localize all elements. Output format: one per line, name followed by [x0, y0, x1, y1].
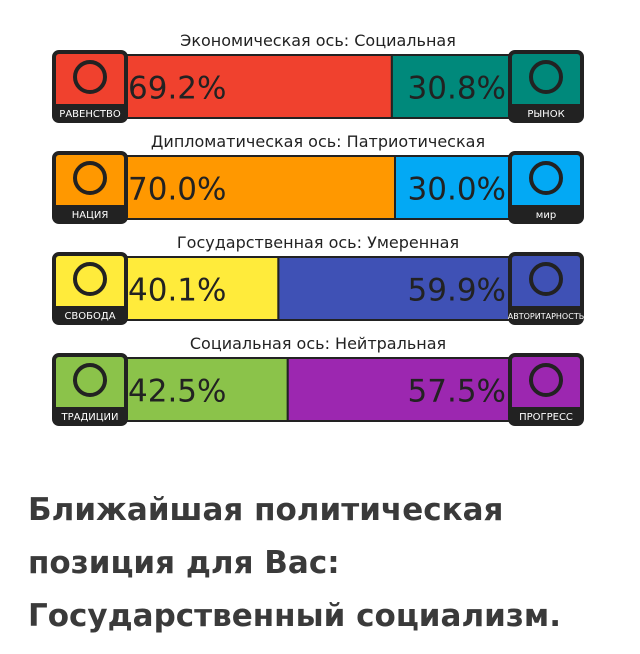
bar-segment: [394, 155, 513, 220]
icon: [73, 60, 107, 94]
axis-title: Дипломатическая ось: Патриотическая: [151, 132, 485, 151]
icon-label: НАЦИЯ: [72, 210, 109, 221]
icon: [529, 161, 563, 195]
icon-label-bg: [510, 407, 582, 424]
axis-title: Государственная ось: Умеренная: [177, 233, 459, 252]
icon: [529, 363, 563, 397]
axis-title: Социальная ось: Нейтральная: [190, 334, 446, 353]
icon-label-bg: [54, 306, 126, 323]
icon-label: ПРОГРЕСС: [519, 412, 573, 423]
icon-label-bg: [510, 306, 582, 323]
conclusion-line: Ближайшая политическая: [28, 492, 503, 528]
bar-segment: [277, 256, 514, 321]
value-label: 40.1%: [128, 273, 226, 309]
icon-label-bg: [54, 407, 126, 424]
icon-label-bg: [510, 205, 582, 222]
icon-label: ТРАДИЦИИ: [61, 412, 119, 423]
bar-segment: [390, 54, 514, 119]
icon: [73, 363, 107, 397]
icon-label: АВТОРИТАРНОСТЬ: [508, 312, 584, 321]
icon: [73, 161, 107, 195]
icon: [73, 262, 107, 296]
conclusion-line: позиция для Вас:: [28, 545, 340, 581]
icon-label: мир: [536, 210, 556, 221]
icon-label-bg: [54, 104, 126, 121]
bar-segment: [121, 54, 393, 119]
conclusion-line: Государственный социализм.: [28, 598, 561, 634]
axis-title: Экономическая ось: Социальная: [180, 31, 456, 50]
value-label: 70.0%: [128, 172, 226, 208]
icon: [529, 262, 563, 296]
icon-label-bg: [54, 205, 126, 222]
icon-label: СВОБОДА: [64, 311, 115, 322]
value-label: 69.2%: [128, 71, 226, 107]
value-label: 30.0%: [408, 172, 506, 208]
value-label: 42.5%: [128, 374, 226, 410]
icon-label: РАВЕНСТВО: [59, 109, 121, 120]
bar-segment: [121, 357, 289, 422]
icon-label-bg: [510, 104, 582, 121]
value-label: 30.8%: [408, 71, 506, 107]
value-label: 57.5%: [408, 374, 506, 410]
bar-segment: [121, 155, 396, 220]
bar-segment: [286, 357, 513, 422]
icon: [529, 60, 563, 94]
value-label: 59.9%: [408, 273, 506, 309]
icon-label: РЫНОК: [527, 109, 564, 120]
